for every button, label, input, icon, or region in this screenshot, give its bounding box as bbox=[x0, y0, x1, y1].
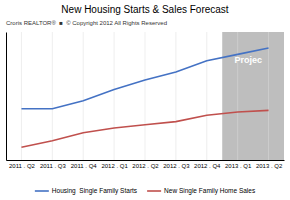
tick: 2011 . Q2 bbox=[9, 160, 36, 169]
grid-line bbox=[145, 32, 146, 160]
tick-label: 2013 . Q2 bbox=[256, 163, 283, 169]
grid-line bbox=[206, 32, 207, 160]
tick: 2012 . Q1 bbox=[101, 160, 128, 169]
legend-item: New Single Family Home Sales bbox=[147, 187, 256, 195]
legend-swatch bbox=[147, 190, 161, 192]
legend-label: New Single Family Home Sales bbox=[164, 187, 256, 195]
legend-label: Housing Single Family Starts bbox=[52, 187, 138, 195]
tick-label: 2011 . Q4 bbox=[71, 163, 98, 169]
grid-line bbox=[237, 32, 238, 160]
grid bbox=[21, 32, 268, 160]
y-axis bbox=[6, 33, 7, 161]
tick-label: 2012 . Q4 bbox=[194, 163, 221, 169]
tick-label: 2012 . Q2 bbox=[132, 163, 159, 169]
grid-line bbox=[175, 32, 176, 160]
tick-label: 2012 . Q1 bbox=[101, 163, 128, 169]
line bbox=[21, 110, 268, 147]
tick: 2013 . Q1 bbox=[225, 160, 252, 169]
tick-label: 2011 . Q2 bbox=[9, 163, 36, 169]
line bbox=[21, 48, 268, 109]
tick: 2012 . Q4 bbox=[194, 160, 221, 169]
plot-area bbox=[21, 32, 284, 160]
grid-line bbox=[21, 32, 22, 160]
y-axis-line bbox=[6, 33, 7, 161]
tick-label: 2011 . Q3 bbox=[40, 163, 67, 169]
tick: 2012 . Q3 bbox=[163, 160, 190, 169]
tick: 2011 . Q3 bbox=[40, 160, 67, 169]
legend: Housing Single Family Starts New Single F… bbox=[35, 187, 256, 195]
chart: New Housing Starts & Sales Forecast Crori… bbox=[0, 0, 290, 200]
tick: 2013 . Q2 bbox=[256, 160, 283, 169]
title: New Housing Starts & Sales Forecast bbox=[61, 4, 229, 15]
x-axis: 2011 . Q2 2011 . Q3 2011 . Q42012 . Q1 2012… bbox=[7, 160, 285, 169]
x-axis-line bbox=[7, 160, 285, 161]
legend-item: Housing Single Family Starts bbox=[35, 187, 138, 195]
grid-line bbox=[268, 32, 269, 160]
tick-label: 2012 . Q3 bbox=[163, 163, 190, 169]
grid-line bbox=[114, 32, 115, 160]
tick-label: 2013 . Q1 bbox=[225, 163, 252, 169]
legend-swatch bbox=[35, 190, 49, 192]
tick: 2012 . Q2 bbox=[132, 160, 159, 169]
subtitle: Croris REALTOR® ■ © Copyright 2012 All R… bbox=[6, 20, 167, 26]
tick: 2011 . Q4 bbox=[71, 160, 98, 169]
grid-line bbox=[83, 32, 84, 160]
annotation: Projec bbox=[235, 55, 263, 65]
